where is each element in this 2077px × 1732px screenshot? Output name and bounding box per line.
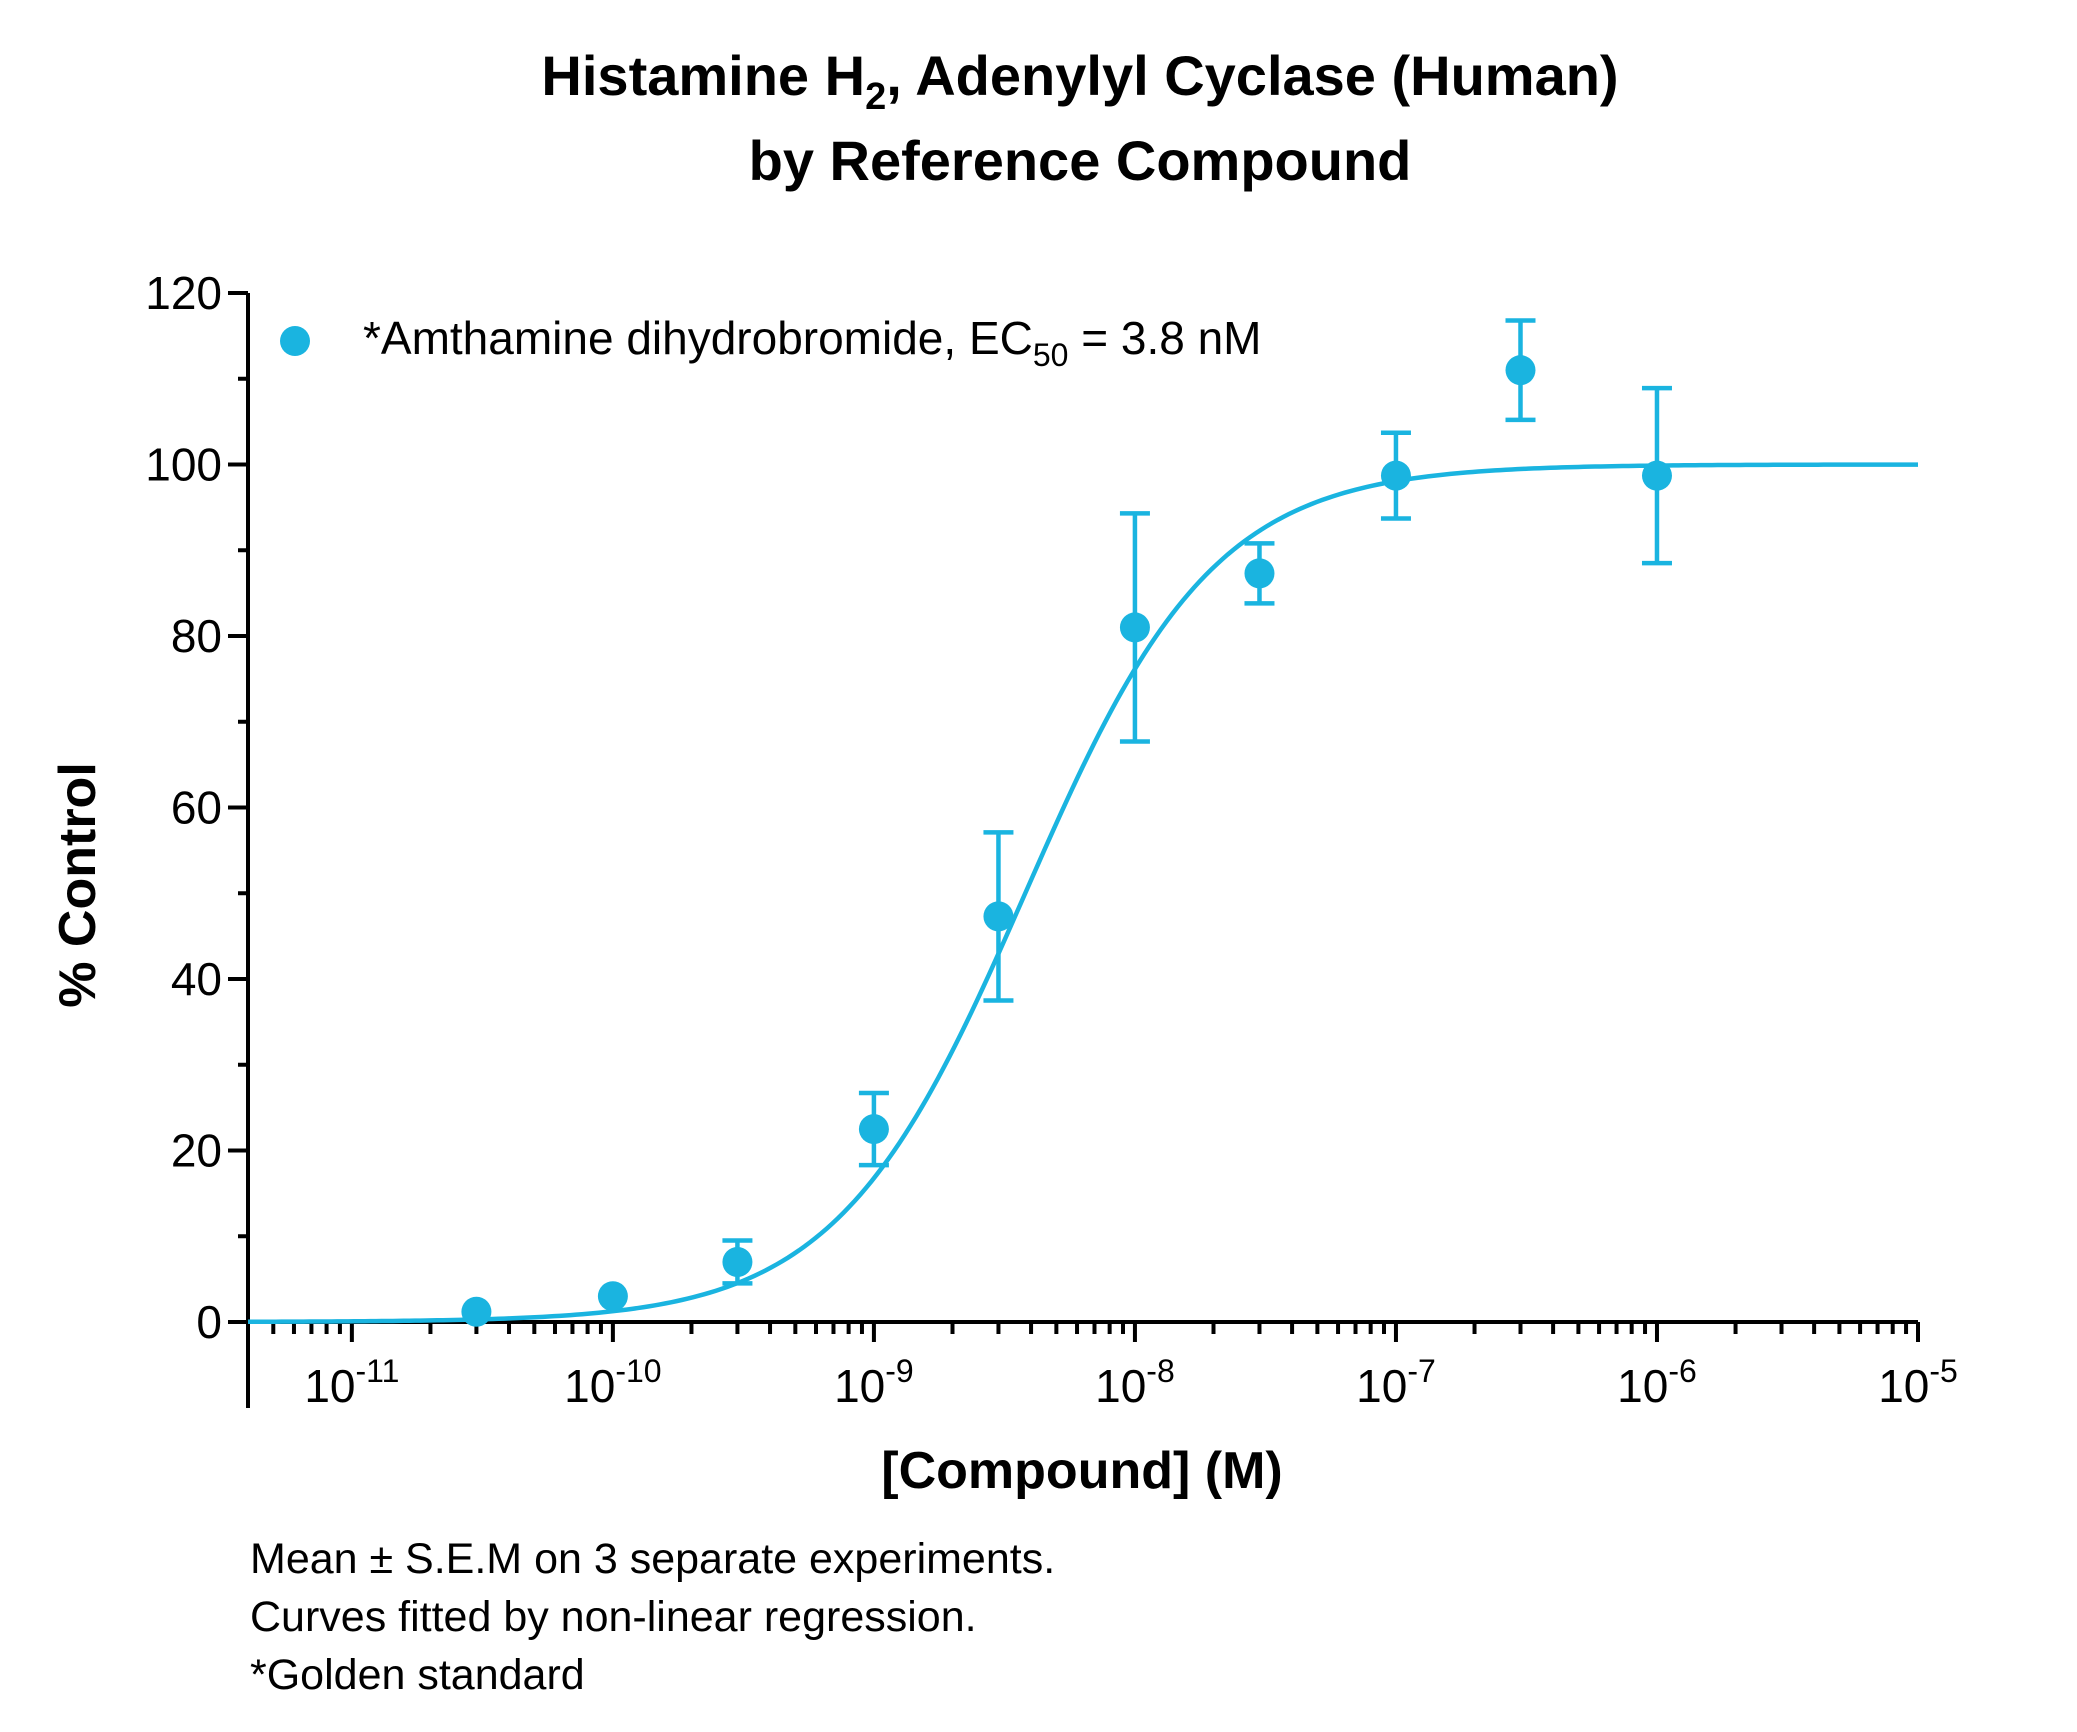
y-axis-label: % Control [49, 762, 107, 1008]
data-point [1380, 460, 1411, 491]
y-tick-label: 120 [145, 267, 222, 319]
fit-curve [247, 462, 1918, 1325]
data-point [1505, 355, 1536, 386]
data-point [1119, 612, 1150, 643]
x-tick-label: 10-9 [834, 1353, 914, 1412]
data-points [461, 355, 1672, 1327]
x-tick-label: 10-5 [1878, 1353, 1958, 1412]
y-tick-label: 40 [171, 953, 222, 1005]
data-point [597, 1281, 628, 1312]
legend-marker [280, 326, 310, 356]
x-axis-label: [Compound] (M) [881, 1442, 1282, 1500]
footnote-golden-standard: *Golden standard [250, 1651, 585, 1699]
data-point [858, 1114, 889, 1145]
chart-title-line1: Histamine H2, Adenylyl Cyclase (Human) [541, 44, 1618, 118]
y-tick-label: 100 [145, 439, 222, 491]
legend-label: *Amthamine dihydrobromide, EC50 = 3.8 nM [363, 312, 1262, 373]
data-point [461, 1296, 492, 1327]
x-tick-label: 10-10 [564, 1353, 661, 1412]
y-tick-label: 0 [196, 1296, 222, 1348]
data-point [722, 1246, 753, 1277]
data-point [1244, 558, 1275, 589]
y-axis-ticks: 0 20 40 60 80 100 120 [145, 267, 248, 1348]
y-tick-label: 60 [171, 782, 222, 834]
x-tick-label: 10-6 [1617, 1353, 1697, 1412]
y-tick-label: 20 [171, 1125, 222, 1177]
footnote-curve-fit: Curves fitted by non-linear regression. [250, 1593, 977, 1641]
chart-title-line2: by Reference Compound [749, 129, 1412, 192]
x-tick-label: 10-8 [1095, 1353, 1175, 1412]
legend: *Amthamine dihydrobromide, EC50 = 3.8 nM [280, 312, 1262, 373]
x-tick-label: 10-11 [304, 1353, 399, 1412]
footnote-mean-sem: Mean ± S.E.M on 3 separate experiments. [250, 1535, 1056, 1583]
x-axis-ticks: 10-11 10-10 10-9 10-8 10-7 10-6 10-5 [246, 1322, 1958, 1412]
data-point [983, 901, 1014, 932]
y-tick-label: 80 [171, 610, 222, 662]
footnotes: Mean ± S.E.M on 3 separate experiments. … [250, 1530, 1055, 1704]
x-tick-label: 10-7 [1356, 1353, 1436, 1412]
data-point [1641, 460, 1672, 491]
